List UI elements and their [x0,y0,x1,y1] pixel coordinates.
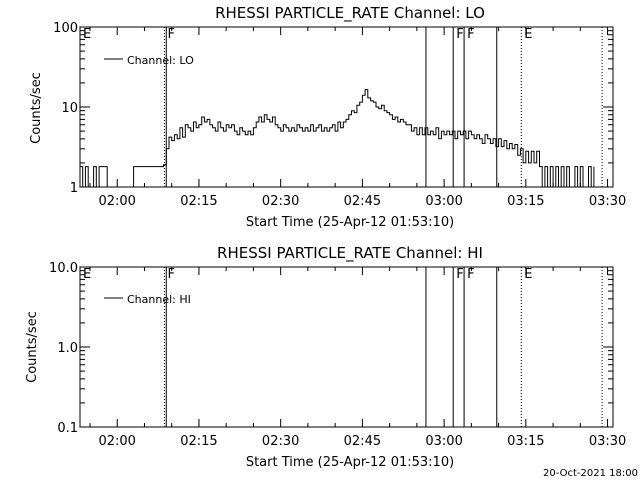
panel-hi-x-tick-label: 02:15 [180,434,217,449]
panel-lo-title: RHESSI PARTICLE_RATE Channel: LO [215,4,485,23]
panel-hi-event-marker-label: F [456,267,463,282]
panel-lo-y-tick-label: 100 [53,21,78,36]
panel-hi-event-marker-label: E [83,267,91,282]
panel-lo-event-marker-label: F [467,27,474,42]
panel-hi-legend-label: Channel: HI [127,293,191,306]
panel-lo-x-tick-label: 02:15 [180,194,217,209]
footer-timestamp: 20-Oct-2021 18:00 [543,468,638,479]
panel-lo-y-tick-label: 10 [61,101,78,116]
panel-lo-event-marker-label: E [83,27,91,42]
panel-hi-title: RHESSI PARTICLE_RATE Channel: HI [217,244,483,263]
panel-hi-ylabel: Counts/sec [25,311,40,383]
panel-lo-ylabel: Counts/sec [29,72,44,144]
panel-lo: RHESSI PARTICLE_RATE Channel: LO Start T… [29,4,626,230]
panel-lo-x-tick-label: 02:45 [344,194,381,209]
panel-lo-x-tick-label: 03:00 [425,194,462,209]
panel-hi-event-marker-label: E [524,267,532,282]
panel-hi-event-marker-label: F [467,267,474,282]
panel-hi-x-tick-label: 03:30 [589,434,626,449]
panel-hi: RHESSI PARTICLE_RATE Channel: HI Start T… [25,244,626,470]
panel-hi-y-tick-label: 10.0 [49,261,78,276]
panel-lo-x-tick-label: 03:30 [589,194,626,209]
panel-lo-event-marker-label: E [524,27,532,42]
panel-hi-x-tick-label: 03:15 [507,434,544,449]
panel-hi-y-tick-label: 0.1 [57,421,78,436]
panel-lo-xlabel: Start Time (25-Apr-12 01:53:10) [246,215,454,230]
panel-hi-x-tick-label: 02:45 [344,434,381,449]
panel-hi-x-tick-label: 03:00 [425,434,462,449]
panel-hi-y-tick-label: 1.0 [57,341,78,356]
panel-lo-event-marker-label: F [456,27,463,42]
panel-hi-x-tick-label: 02:30 [262,434,299,449]
panel-lo-y-tick-label: 1 [70,181,78,196]
panel-lo-legend-label: Channel: LO [127,54,194,67]
panel-hi-xlabel: Start Time (25-Apr-12 01:53:10) [246,455,454,470]
panel-lo-series-line [80,89,595,188]
panel-lo-x-tick-label: 03:15 [507,194,544,209]
panel-lo-x-tick-label: 02:00 [98,194,135,209]
panel-lo-x-tick-label: 02:30 [262,194,299,209]
panel-lo-event-marker-label: F [167,27,174,42]
panel-hi-event-marker-label: F [167,267,174,282]
panel-hi-x-tick-label: 02:00 [98,434,135,449]
